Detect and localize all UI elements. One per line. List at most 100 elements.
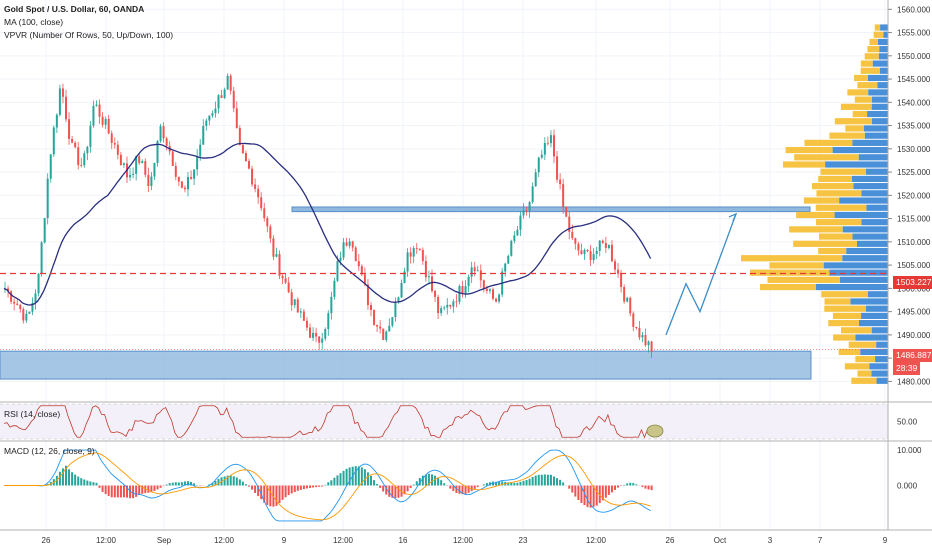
- vp-down-bar: [816, 219, 862, 226]
- macd-histogram-bar: [141, 485, 144, 494]
- vp-up-bar: [834, 211, 888, 219]
- candle-body: [644, 335, 647, 346]
- candle-body: [71, 138, 74, 143]
- candle-body: [10, 291, 13, 302]
- macd-histogram-bar: [385, 485, 388, 495]
- rsi-band: [0, 404, 888, 439]
- macd-histogram-bar: [434, 475, 437, 486]
- macd-histogram-bar: [464, 485, 467, 494]
- macd-histogram-bar: [235, 477, 238, 486]
- macd-histogram-bar: [415, 481, 418, 486]
- candle-body: [620, 273, 623, 288]
- candle-body: [614, 261, 616, 270]
- vpvr-legend[interactable]: VPVR (Number Of Rows, 50, Up/Down, 100): [4, 30, 174, 40]
- macd-histogram-bar: [629, 482, 632, 486]
- candle-body: [220, 95, 223, 98]
- macd-histogram-bar: [217, 478, 220, 486]
- macd-histogram-bar: [260, 485, 263, 500]
- vp-down-bar: [783, 161, 826, 168]
- macd-histogram-bar: [553, 476, 555, 486]
- candle-body: [290, 292, 293, 306]
- macd-histogram-bar: [156, 485, 159, 490]
- candle-body: [559, 179, 562, 185]
- y-tick-label: 1550.000: [897, 52, 931, 61]
- candle-body: [363, 274, 366, 285]
- candle-body: [80, 165, 83, 166]
- x-tick-label: 23: [519, 536, 528, 545]
- candle-body: [339, 257, 342, 262]
- candle-body: [522, 210, 525, 216]
- vp-up-bar: [876, 377, 888, 384]
- macd-histogram-bar: [305, 485, 308, 489]
- candle-body: [382, 328, 385, 340]
- candle-body: [95, 104, 98, 106]
- macd-histogram-bar: [287, 485, 290, 496]
- rsi-legend[interactable]: RSI (14, close): [4, 409, 61, 419]
- candle-body: [171, 151, 174, 166]
- macd-histogram-bar: [238, 479, 241, 486]
- candle-body: [586, 249, 589, 252]
- candle-body: [504, 263, 507, 272]
- macd-histogram-bar: [470, 485, 473, 492]
- candle-body: [241, 145, 244, 154]
- y-tick-label: 1525.000: [897, 168, 931, 177]
- candle-body: [229, 75, 232, 91]
- candle-body: [65, 96, 67, 120]
- candle-body: [424, 261, 427, 278]
- vp-down-bar: [818, 233, 853, 240]
- candle-body: [516, 229, 519, 236]
- macd-histogram-bar: [309, 485, 311, 488]
- candle-body: [568, 216, 571, 232]
- candle-body: [55, 114, 58, 128]
- candle-body: [488, 289, 491, 291]
- y-tick-label: 1520.000: [897, 191, 931, 200]
- vp-down-bar: [812, 183, 854, 190]
- macd-histogram-bar: [528, 478, 531, 486]
- candle-body: [360, 266, 363, 275]
- vp-up-bar: [867, 74, 888, 82]
- last-price-badge: 1486.887: [893, 349, 932, 362]
- macd-histogram-bar: [635, 484, 638, 486]
- candle-body: [141, 161, 144, 164]
- macd-histogram-bar: [534, 475, 537, 486]
- vp-down-bar: [816, 190, 862, 197]
- macd-histogram-bar: [507, 482, 510, 486]
- macd-histogram-bar: [278, 485, 281, 504]
- macd-histogram-bar: [647, 485, 650, 490]
- macd-histogram-bar: [632, 483, 635, 486]
- candle-body: [394, 301, 397, 318]
- macd-legend[interactable]: MACD (12, 26, close, 9): [4, 446, 95, 456]
- candle-body: [119, 154, 122, 166]
- overlays: [0, 212, 888, 350]
- macd-histogram-bar: [626, 483, 629, 486]
- vp-up-bar: [823, 262, 888, 269]
- candle-body: [513, 235, 516, 241]
- macd-panel: [4, 449, 653, 522]
- vp-up-bar: [863, 125, 888, 132]
- x-tick-label: 12:00: [586, 536, 607, 545]
- vp-down-bar: [855, 356, 876, 363]
- vp-down-bar: [854, 96, 872, 103]
- ma-legend[interactable]: MA (100, close): [4, 17, 64, 27]
- macd-histogram-bar: [488, 482, 491, 486]
- candle-body: [452, 301, 455, 307]
- vp-down-bar: [804, 139, 853, 146]
- macd-histogram-bar: [342, 470, 345, 486]
- macd-histogram-bar: [522, 480, 525, 486]
- candle-body: [565, 206, 568, 217]
- candle-body: [473, 267, 476, 272]
- vp-up-bar: [861, 312, 888, 319]
- vp-up-bar: [871, 103, 888, 110]
- vp-up-bar: [878, 53, 888, 60]
- vp-down-bar: [864, 53, 879, 60]
- macd-histogram-bar: [232, 476, 235, 486]
- macd-histogram-bar: [467, 485, 470, 493]
- macd-histogram-bar: [193, 483, 196, 486]
- macd-histogram-bar: [485, 483, 488, 486]
- x-tick-label: 9: [883, 536, 888, 545]
- candle-body: [607, 244, 610, 248]
- candle-body: [77, 147, 80, 166]
- macd-histogram-bar: [299, 485, 302, 490]
